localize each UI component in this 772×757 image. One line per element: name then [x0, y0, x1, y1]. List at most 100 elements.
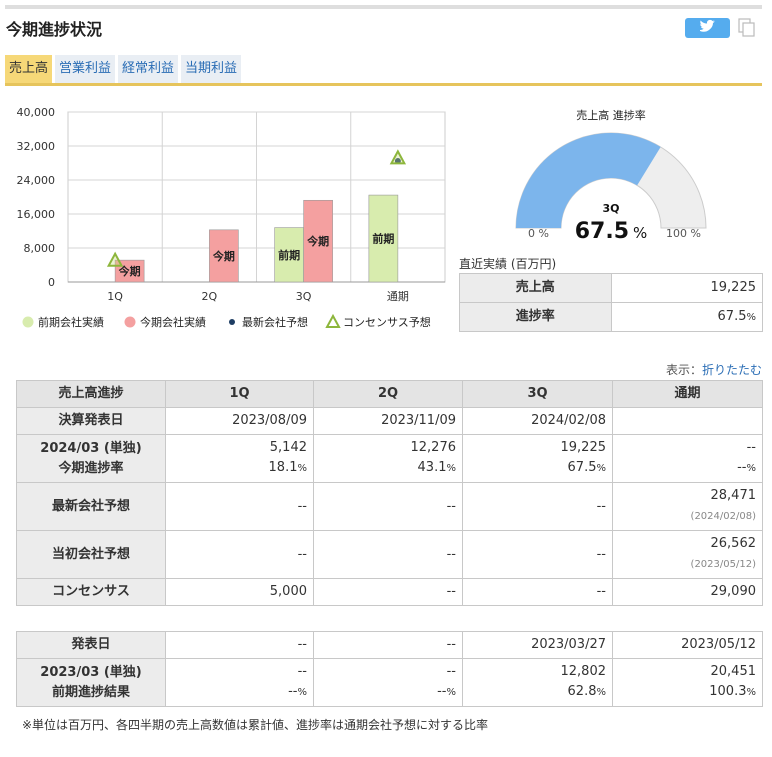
- data-table: 売上高進捗 1Q 2Q 3Q 通期決算発表日 2023/08/09 2023/11/09 20…: [16, 380, 763, 606]
- x-tick-label: 2Q: [202, 290, 218, 303]
- value-cell: 19,225: [610, 273, 763, 303]
- value-cell: --: [313, 482, 463, 531]
- cell-line: --: [297, 664, 307, 679]
- value-cell: 20,451 100.3%: [612, 658, 763, 707]
- x-tick-label: 通期: [387, 290, 409, 303]
- value-cell: 12,276 43.1%: [313, 434, 463, 483]
- bar: [209, 229, 239, 283]
- tab-underline: [5, 83, 762, 86]
- gauge-min-label: 0 %: [528, 227, 549, 240]
- cell-line: 進捗率: [515, 309, 555, 324]
- row-label: コンセンサス: [16, 578, 166, 606]
- cell-unit: %: [746, 687, 756, 698]
- cell-line: 2023/03 (単独): [40, 664, 142, 680]
- label-cell: 売上高: [459, 273, 612, 303]
- table-row: コンセンサス 5,000 -- -- 29,090: [16, 578, 763, 606]
- recent-table: 売上高 19,225 進捗率 67.5%: [459, 273, 763, 332]
- cell-line: 29,090: [710, 584, 757, 599]
- value-cell: 67.5%: [610, 302, 763, 332]
- cell-line: --: [746, 440, 756, 455]
- cell-value: --: [288, 684, 298, 699]
- cell-value: 67.5: [567, 460, 597, 475]
- table-row: 売上高 19,225: [459, 273, 763, 303]
- y-tick-label: 32,000: [17, 140, 56, 153]
- cell-unit: %: [746, 463, 756, 474]
- cell-value: 100.3: [709, 684, 747, 699]
- legend-label: 前期会社実績: [38, 315, 104, 329]
- value-cell: --: [313, 578, 463, 606]
- cell-line: --: [596, 546, 606, 562]
- tab[interactable]: 売上高: [5, 55, 53, 83]
- display-label: 表示：: [665, 363, 702, 377]
- header-row: 売上高進捗 1Q 2Q 3Q 通期: [16, 380, 763, 408]
- row-label: 2024/03 (単独) 今期進捗率: [16, 434, 166, 483]
- value-cell: 2024/02/08: [462, 407, 613, 435]
- table-row: 2024/03 (単独) 今期進捗率 5,142 18.1% 12,276 43.1% 19…: [16, 434, 763, 483]
- cell-line: 発表日: [71, 637, 111, 652]
- header-cell: 2Q: [313, 380, 463, 408]
- gauge-max-label: 100 %: [666, 227, 701, 240]
- tab[interactable]: 営業利益: [55, 55, 116, 83]
- cell-line: 43.1%: [320, 458, 456, 479]
- cell-line: 5,000: [269, 584, 307, 599]
- gauge-value-text: 67.5%: [575, 219, 648, 244]
- tab[interactable]: 当期利益: [181, 55, 242, 83]
- cell-line: --: [297, 637, 307, 652]
- cell-line: 28,471: [710, 488, 757, 503]
- header-cell: 1Q: [165, 380, 314, 408]
- cell-value: --: [437, 684, 447, 699]
- cell-line: 前期進捗結果: [51, 684, 130, 700]
- cell-line: --%: [320, 682, 456, 703]
- bar: [274, 227, 304, 283]
- value-cell: 26,562 (2023/05/12): [612, 530, 763, 579]
- collapse-link[interactable]: 折りたたむ: [701, 363, 762, 377]
- twitter-button[interactable]: [685, 18, 730, 38]
- value-cell: --: [313, 631, 463, 659]
- date-note: (2024/02/08): [690, 511, 756, 522]
- cell-unit: %: [446, 463, 456, 474]
- cell-line: 2023/08/09: [232, 413, 307, 428]
- copy-button[interactable]: [738, 18, 756, 38]
- cell-line: 62.8%: [469, 682, 606, 703]
- tab[interactable]: 経常利益: [118, 55, 179, 83]
- row-label: 当初会社予想: [16, 530, 166, 579]
- cell-line: --%: [619, 458, 756, 479]
- value-cell: 2023/11/09: [313, 407, 463, 435]
- cell-line: 決算発表日: [58, 413, 124, 428]
- previous-table: 発表日 -- -- 2023/03/27 2023/05/12 2023/03 (単独) 前…: [16, 631, 763, 707]
- bar: [368, 194, 399, 283]
- bar-label: 前期: [278, 248, 300, 262]
- table-row: 当初会社予想 -- -- -- 26,562 (2023/05/12): [16, 530, 763, 579]
- bar-label: 今期: [118, 264, 141, 278]
- gauge-unit: %: [633, 224, 647, 242]
- cell-line: 今期進捗率: [58, 460, 124, 476]
- bar-label: 今期: [212, 249, 235, 263]
- cell-line: --%: [172, 682, 307, 703]
- cell-line: 12,276: [410, 440, 457, 455]
- section-title: 今期進捗状況: [6, 20, 103, 39]
- cell-line: --: [446, 637, 456, 652]
- table-row: 進捗率 67.5%: [459, 302, 763, 332]
- date-note: (2023/05/12): [690, 559, 756, 570]
- bar-label: 前期: [372, 232, 394, 246]
- cell-line: --: [297, 498, 307, 514]
- cell-unit: %: [297, 687, 307, 698]
- cell-line: (2023/05/12): [619, 554, 756, 575]
- cell-line: 2023/05/12: [681, 637, 756, 652]
- legend-label: 最新会社予想: [242, 315, 308, 329]
- legend-swatch: [22, 316, 34, 328]
- value-cell: 2023/08/09: [165, 407, 314, 435]
- cell-line: 2023/03/27: [531, 637, 606, 652]
- header-cell: 3Q: [462, 380, 613, 408]
- bar: [303, 199, 333, 283]
- y-tick-label: 40,000: [17, 106, 56, 119]
- cell-line: 67.5%: [618, 307, 756, 328]
- value-cell: -- --%: [612, 434, 763, 483]
- cell-unit: %: [297, 463, 307, 474]
- recent-results: 直近実績 (百万円) 売上高 19,225 進捗率 67.5%: [459, 257, 763, 332]
- value-cell: --: [462, 530, 613, 579]
- cell-line: 2023/11/09: [381, 413, 456, 428]
- cell-unit: %: [746, 311, 756, 323]
- gauge-value-arc: [516, 132, 661, 228]
